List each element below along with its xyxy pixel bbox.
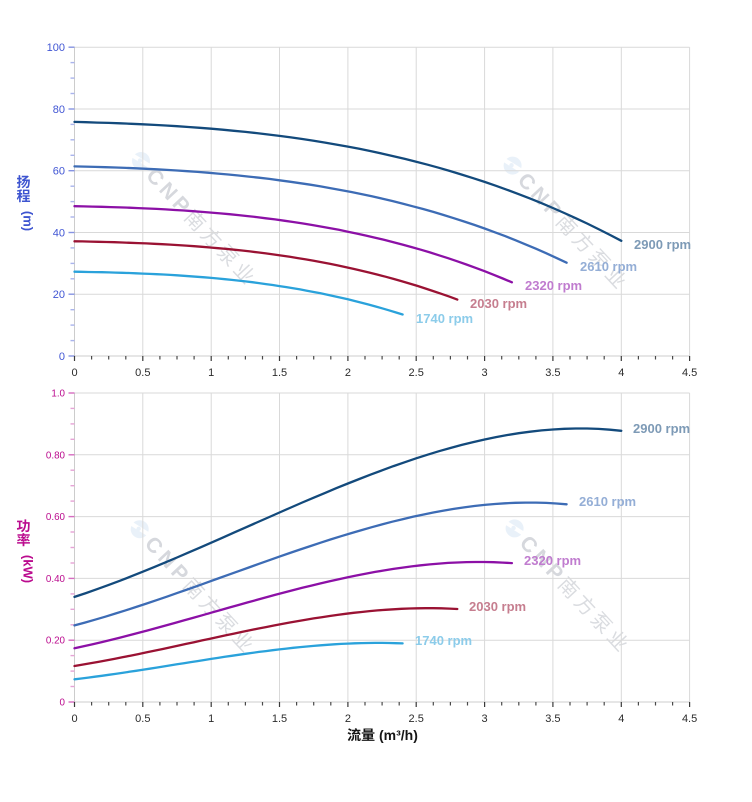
svg-text:0.80: 0.80 — [46, 450, 66, 461]
svg-text:80: 80 — [53, 104, 65, 116]
svg-text:1.5: 1.5 — [272, 713, 287, 725]
svg-text:2: 2 — [345, 713, 351, 725]
svg-text:3: 3 — [482, 713, 488, 725]
svg-text:0: 0 — [60, 698, 66, 709]
svg-text:2320 rpm: 2320 rpm — [525, 278, 582, 293]
svg-text:3: 3 — [482, 367, 488, 379]
svg-text:0: 0 — [59, 351, 65, 363]
svg-text:4: 4 — [618, 367, 624, 379]
svg-text:2.5: 2.5 — [409, 713, 424, 725]
svg-text:0.60: 0.60 — [46, 512, 66, 523]
svg-text:0.5: 0.5 — [135, 367, 150, 379]
svg-text:20: 20 — [53, 289, 65, 301]
svg-text:(kW): (kW) — [21, 555, 36, 583]
svg-text:0.20: 0.20 — [46, 636, 66, 647]
svg-text:2900 rpm: 2900 rpm — [633, 421, 690, 436]
svg-text:60: 60 — [53, 166, 65, 178]
svg-text:0.5: 0.5 — [135, 713, 150, 725]
svg-text:2030 rpm: 2030 rpm — [469, 599, 526, 614]
svg-text:0: 0 — [71, 367, 77, 379]
svg-text:2: 2 — [345, 367, 351, 379]
svg-text:3.5: 3.5 — [545, 713, 560, 725]
svg-text:4.5: 4.5 — [682, 713, 697, 725]
svg-text:2900 rpm: 2900 rpm — [634, 237, 691, 252]
svg-text:100: 100 — [47, 42, 65, 54]
svg-text:2.5: 2.5 — [409, 367, 424, 379]
svg-text:2320 rpm: 2320 rpm — [524, 553, 581, 568]
svg-text:4.5: 4.5 — [682, 367, 697, 379]
svg-text:2610 rpm: 2610 rpm — [579, 494, 636, 509]
svg-text:1740 rpm: 1740 rpm — [415, 633, 472, 648]
svg-text:1: 1 — [208, 367, 214, 379]
svg-text:1740 rpm: 1740 rpm — [416, 311, 473, 326]
svg-text:2610 rpm: 2610 rpm — [580, 259, 637, 274]
svg-text:0.40: 0.40 — [46, 574, 66, 585]
svg-text:0: 0 — [71, 713, 77, 725]
svg-text:1.0: 1.0 — [51, 389, 65, 400]
svg-text:4: 4 — [618, 713, 624, 725]
svg-text:3.5: 3.5 — [545, 367, 560, 379]
svg-text:(m³/h): (m³/h) — [379, 727, 418, 743]
svg-text:1.5: 1.5 — [272, 367, 287, 379]
svg-text:1: 1 — [208, 713, 214, 725]
svg-text:40: 40 — [53, 228, 65, 240]
svg-text:(m): (m) — [21, 211, 36, 231]
svg-text:2030 rpm: 2030 rpm — [470, 296, 527, 311]
